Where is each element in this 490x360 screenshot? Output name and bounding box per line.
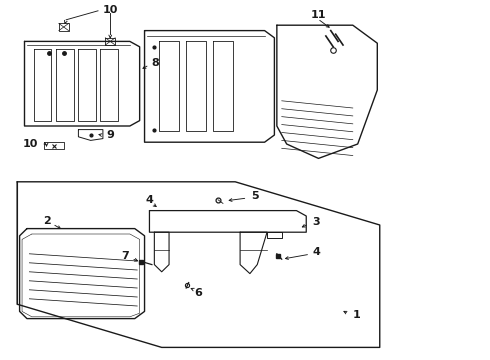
Text: 10: 10 xyxy=(23,139,39,149)
Text: 1: 1 xyxy=(353,310,361,320)
Text: 6: 6 xyxy=(195,288,202,298)
Text: 4: 4 xyxy=(146,195,153,205)
Text: 2: 2 xyxy=(43,216,50,226)
Text: 11: 11 xyxy=(311,10,326,20)
Text: 10: 10 xyxy=(102,5,118,15)
Text: 9: 9 xyxy=(106,130,114,140)
Text: 8: 8 xyxy=(151,58,159,68)
Text: 3: 3 xyxy=(312,217,320,228)
Text: 5: 5 xyxy=(251,191,259,201)
Text: 4: 4 xyxy=(312,247,320,257)
Text: 7: 7 xyxy=(121,251,129,261)
